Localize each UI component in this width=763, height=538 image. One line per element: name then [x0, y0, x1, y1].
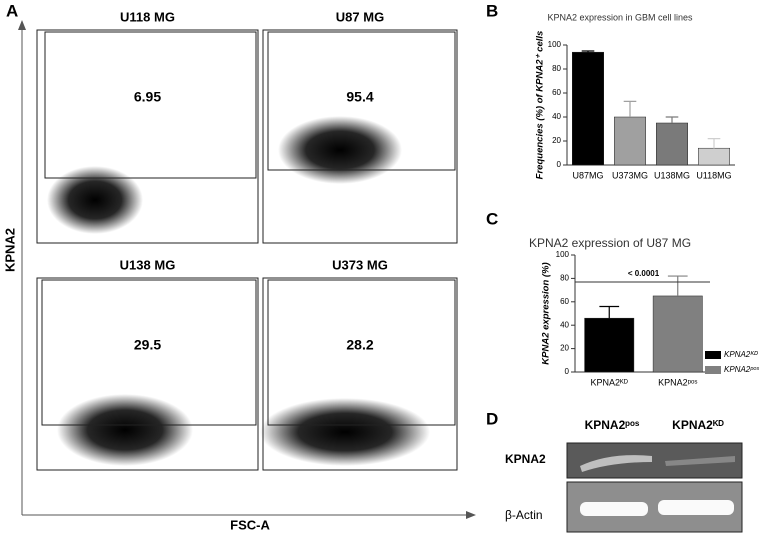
blot-band	[665, 456, 735, 466]
gate	[267, 31, 456, 171]
event-cloud	[278, 116, 402, 184]
y-tick-label: 80	[560, 274, 569, 283]
y-axis-label: Frequencies (%) of KPNA2⁺ cells	[535, 31, 546, 180]
gate-value: 28.2	[346, 337, 373, 353]
y-tick-label: 60	[552, 88, 561, 97]
gate-value: 95.4	[346, 89, 373, 105]
x-tick-label: KPNA2ᵖᵒˢ	[658, 377, 697, 387]
y-tick-label: 0	[557, 160, 562, 169]
chart-title: KPNA2 expression of U87 MG	[529, 236, 691, 250]
y-tick-label: 40	[560, 320, 569, 329]
row-label: β-Actin	[505, 508, 543, 522]
legend-swatch	[705, 351, 721, 359]
y-tick-label: 100	[548, 40, 562, 49]
flow-plots	[47, 116, 430, 466]
error-bar	[667, 275, 688, 296]
axis-arrow	[18, 20, 26, 30]
plot-title: U373 MG	[332, 257, 388, 272]
y-tick-label: 20	[552, 136, 561, 145]
row-label: KPNA2	[505, 452, 546, 466]
y-tick-label: 100	[556, 250, 570, 259]
error-bar	[707, 138, 721, 149]
event-cloud	[260, 398, 430, 466]
plot-title: U118 MG	[120, 9, 175, 24]
x-tick-label: U373MG	[612, 170, 648, 180]
x-tick-label: U138MG	[654, 170, 690, 180]
panel-label: B	[486, 1, 498, 20]
bar	[656, 122, 688, 166]
error-bar	[599, 305, 620, 319]
legend-swatch	[705, 366, 721, 374]
error-bar	[623, 100, 637, 117]
annotation: < 0.0001	[628, 269, 660, 278]
plot-frame	[262, 277, 458, 471]
bar	[584, 317, 635, 373]
legend-label: KPNA2ᵖᵒˢ	[724, 365, 759, 374]
bar	[572, 51, 604, 166]
x-tick-label: U87MG	[572, 170, 603, 180]
gate	[44, 31, 257, 179]
plot-title: U87 MG	[336, 9, 384, 24]
error-bar	[581, 50, 595, 53]
legend-label: KPNA2ᴷᴰ	[724, 350, 758, 359]
y-axis-label: KPNA2	[2, 228, 17, 272]
event-cloud	[47, 166, 143, 234]
lane-label: KPNA2ᴷᴰ	[672, 418, 724, 432]
chart-title: KPNA2 expression in GBM cell lines	[547, 12, 693, 22]
gate-value: 29.5	[134, 337, 161, 353]
y-tick-label: 0	[565, 367, 570, 376]
panel-label: A	[6, 1, 18, 20]
bar	[698, 147, 730, 166]
event-cloud	[57, 394, 193, 466]
blot-band	[580, 455, 652, 472]
plot-frame	[262, 29, 458, 244]
axis-arrow	[466, 511, 476, 519]
x-tick-label: U118MG	[696, 170, 731, 180]
y-axis-label: KPNA2 expression (%)	[541, 262, 552, 364]
lane-label: KPNA2ᵖᵒˢ	[585, 418, 640, 432]
gate	[267, 279, 456, 426]
y-tick-label: 40	[552, 112, 561, 121]
plot-frame	[36, 277, 259, 471]
y-tick-label: 60	[560, 297, 569, 306]
x-axis-label: FSC-A	[230, 517, 270, 532]
bar	[614, 116, 646, 166]
panel-label: C	[486, 209, 498, 228]
panel-label: D	[486, 409, 498, 428]
plot-title: U138 MG	[120, 257, 176, 272]
plot-frame	[36, 29, 259, 244]
gate-value: 6.95	[134, 89, 161, 105]
gate	[41, 279, 257, 426]
error-bar	[665, 116, 679, 123]
blot-band	[580, 502, 648, 516]
blot-band	[658, 500, 734, 515]
bar	[652, 295, 703, 373]
y-tick-label: 20	[560, 344, 569, 353]
y-tick-label: 80	[552, 64, 561, 73]
x-tick-label: KPNA2ᴷᴰ	[591, 377, 628, 387]
